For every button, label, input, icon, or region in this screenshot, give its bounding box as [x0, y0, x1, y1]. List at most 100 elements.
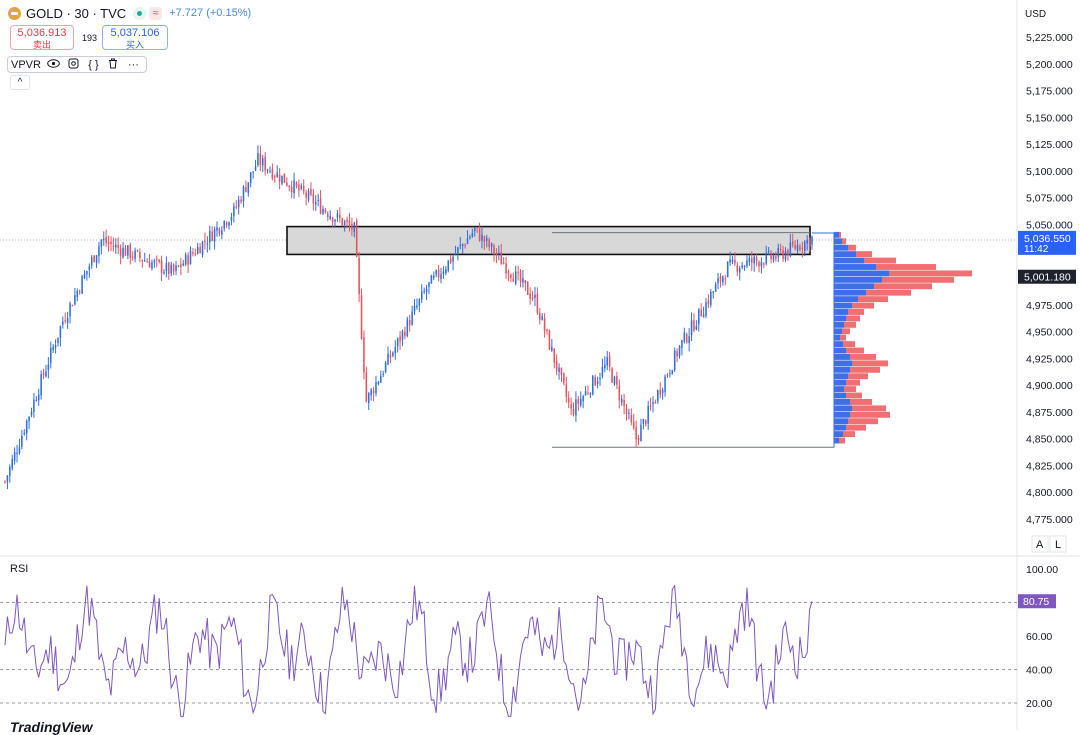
candle-body	[710, 291, 712, 305]
more-icon[interactable]: ···	[127, 58, 139, 71]
candle-body	[688, 336, 690, 344]
profile-bar-up	[834, 411, 850, 418]
candle-body	[676, 350, 678, 357]
price-tick-label: 4,925.000	[1026, 353, 1073, 365]
candle-body	[148, 261, 151, 268]
candle-body	[693, 320, 695, 331]
price-tick-label: 4,975.000	[1026, 300, 1073, 312]
collapse-button[interactable]: ^	[10, 75, 30, 90]
candle-body	[808, 238, 811, 247]
candle-body	[274, 176, 276, 178]
candle-body	[471, 233, 474, 237]
candle-body	[129, 244, 132, 259]
candle-body	[314, 202, 317, 205]
candle-body	[117, 244, 120, 248]
profile-bar-down	[842, 328, 850, 335]
candle-body	[722, 276, 724, 283]
candle-body	[90, 257, 93, 266]
candle-body	[433, 275, 435, 278]
candle-body	[367, 393, 370, 404]
candle-body	[69, 303, 71, 317]
delete-icon[interactable]	[106, 58, 121, 72]
candle-body	[59, 326, 62, 338]
source-code-icon[interactable]: { }	[88, 58, 99, 71]
settings-icon[interactable]	[66, 58, 81, 72]
candle-body	[705, 302, 707, 316]
candle-body	[498, 252, 500, 254]
candle-body	[208, 230, 211, 243]
candle-body	[664, 376, 666, 392]
candle-body	[4, 481, 6, 483]
profile-bar-up	[834, 264, 876, 270]
indicator-name: VPVR	[11, 58, 41, 71]
candle-body	[495, 252, 498, 256]
candle-body	[78, 291, 81, 293]
candle-body	[358, 257, 360, 295]
candle-body	[743, 266, 746, 268]
candle-body	[235, 206, 238, 208]
buy-button[interactable]: 5,037.106 买入	[102, 25, 168, 50]
sell-button[interactable]: 5,036.913 卖出	[10, 25, 74, 50]
candle-body	[66, 317, 69, 323]
candle-body	[146, 261, 148, 263]
candle-body	[286, 182, 288, 186]
candle-body	[98, 246, 100, 256]
candle-body	[322, 208, 324, 214]
rsi-value-label: 80.75	[1023, 596, 1049, 608]
candle-body	[151, 262, 153, 269]
candle-body	[702, 314, 705, 318]
candle-body	[396, 338, 399, 347]
candle-body	[307, 190, 310, 200]
tradingview-logo: TradingView	[10, 719, 93, 735]
candle-body	[269, 170, 271, 172]
candle-body	[430, 275, 433, 284]
spread-value: 193	[82, 33, 98, 43]
eye-icon[interactable]	[46, 58, 61, 71]
candle-body	[669, 373, 671, 375]
candle-body	[712, 291, 715, 293]
candle-body	[425, 288, 428, 292]
profile-bar-down	[882, 276, 954, 283]
candle-body	[700, 309, 702, 317]
symbol-header[interactable]: GOLD · 30 · TVC ≈ +7.727 (+0.15%)	[8, 5, 251, 21]
candle-body	[459, 244, 462, 247]
profile-bar-up	[834, 437, 839, 444]
candle-body	[168, 262, 170, 274]
profile-bar-up	[834, 392, 846, 399]
candle-body	[442, 271, 445, 275]
candle-body	[661, 390, 664, 394]
indicator-legend-vpvr[interactable]: VPVR { } ···	[7, 56, 147, 73]
candle-body	[478, 228, 481, 241]
candle-body	[618, 386, 621, 401]
candle-body	[589, 393, 592, 395]
candle-body	[211, 231, 213, 241]
symbol-title[interactable]: GOLD · 30 · TVC	[26, 5, 127, 21]
candle-body	[416, 305, 418, 308]
poc-price-label: 5,001.180	[1024, 272, 1071, 284]
profile-bar-up	[834, 399, 850, 405]
candle-body	[100, 240, 103, 247]
candle-body	[290, 186, 293, 193]
profile-bar-down	[852, 302, 874, 309]
profile-bar-up	[834, 354, 850, 360]
candle-body	[155, 258, 158, 260]
candle-body	[40, 374, 42, 396]
rsi-line	[4, 584, 813, 717]
candle-body	[319, 198, 322, 214]
profile-bar-up	[834, 424, 846, 431]
candle-body	[683, 332, 686, 342]
candle-body	[423, 291, 425, 293]
candle-body	[401, 331, 404, 340]
buy-label: 买入	[125, 40, 144, 50]
candle-body	[608, 355, 611, 367]
candle-body	[276, 172, 278, 178]
candle-body	[47, 364, 50, 371]
candle-body	[611, 368, 613, 383]
candle-body	[717, 278, 719, 284]
candle-body	[630, 414, 633, 422]
candle-body	[355, 220, 358, 257]
candle-body	[71, 305, 74, 307]
candle-body	[192, 252, 194, 254]
